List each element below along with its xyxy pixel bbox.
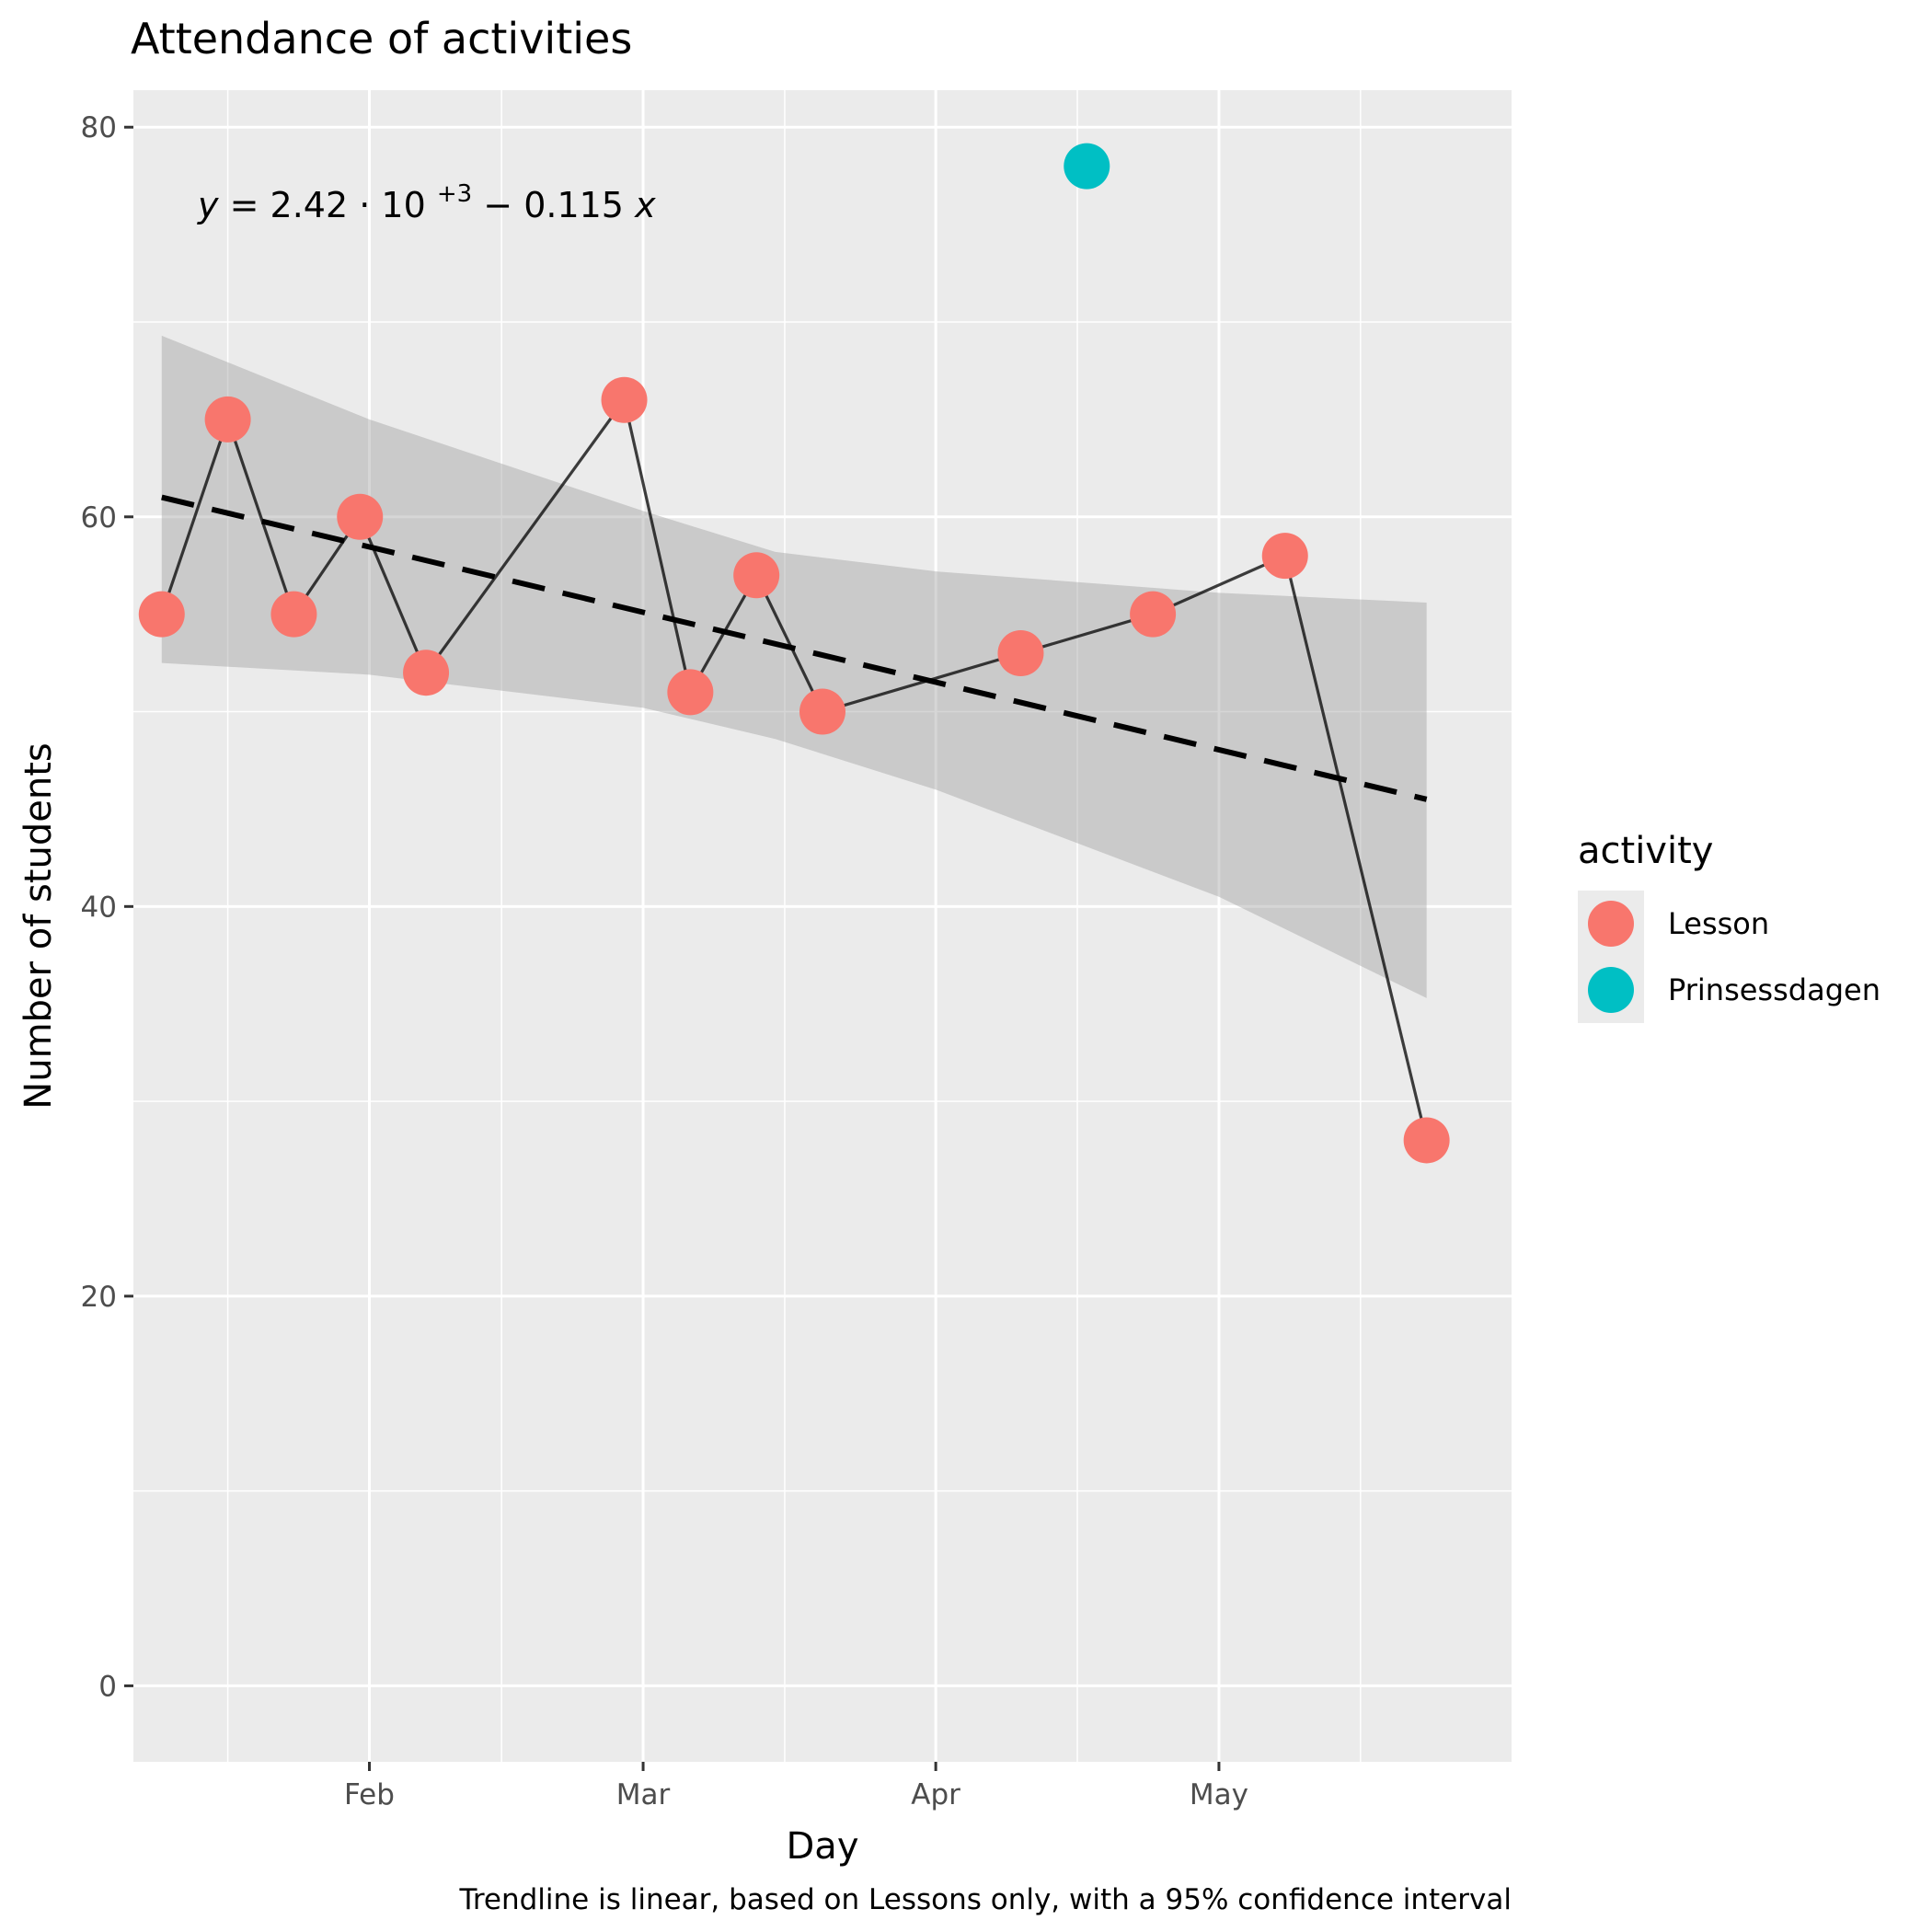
chart-title: Attendance of activities — [131, 14, 632, 63]
series-lines — [160, 398, 1429, 1141]
data-point — [1403, 1117, 1450, 1164]
legend-key — [1588, 967, 1634, 1013]
y-tick-label: 60 — [81, 501, 117, 535]
series-points — [138, 143, 1450, 1164]
eq-base: 10 — [381, 185, 425, 225]
legend: activity Lesson Prinsessdagen — [1578, 830, 1880, 1023]
y-tick-label: 40 — [81, 891, 117, 924]
plot-panel — [133, 90, 1512, 1762]
data-point — [601, 376, 648, 423]
x-tick-label: Mar — [616, 1778, 671, 1811]
x-axis: Feb Mar Apr May — [344, 1762, 1248, 1811]
legend-label: Prinsessdagen — [1668, 972, 1880, 1007]
x-tick-label: Feb — [344, 1778, 395, 1811]
data-point — [733, 552, 780, 599]
series-line-segment — [1152, 554, 1286, 616]
data-point — [270, 591, 317, 638]
data-point — [204, 396, 251, 443]
eq-intercept: 2.42 — [270, 185, 349, 225]
data-point — [1064, 143, 1110, 190]
data-point — [337, 493, 384, 540]
data-point — [997, 630, 1044, 677]
data-point — [667, 669, 714, 716]
chart-caption: Trendline is linear, based on Lessons on… — [458, 1883, 1512, 1916]
legend-key — [1588, 901, 1634, 947]
eq-var: x — [634, 185, 656, 225]
legend-title: activity — [1578, 830, 1713, 872]
series-line-segment — [424, 398, 626, 674]
series-line-segment — [822, 651, 1021, 714]
data-point — [403, 650, 450, 696]
y-tick-label: 0 — [98, 1670, 117, 1703]
y-tick-label: 80 — [81, 111, 117, 144]
y-axis-title: Number of students — [17, 742, 60, 1109]
legend-label: Lesson — [1668, 906, 1769, 941]
eq-exponent: +3 — [437, 180, 472, 208]
series-line-segment — [160, 419, 230, 615]
trend-equation: y = 2.42 · 10 +3 − 0.115 x — [197, 169, 656, 225]
grid-major — [133, 90, 1512, 1762]
x-axis-title: Day — [787, 1825, 859, 1868]
y-tick-label: 20 — [81, 1281, 117, 1314]
data-point — [799, 688, 845, 735]
x-tick-label: May — [1190, 1778, 1248, 1811]
x-tick-label: Apr — [911, 1778, 960, 1811]
series-line-segment — [622, 399, 692, 693]
data-point — [1130, 591, 1177, 638]
data-point — [138, 591, 185, 638]
confidence-band — [161, 335, 1427, 998]
series-line-segment — [358, 516, 428, 673]
series-line-segment — [754, 574, 824, 713]
series-line-segment — [1283, 555, 1429, 1141]
series-line-segment — [226, 419, 295, 615]
data-point — [1261, 533, 1308, 580]
eq-lhs: y — [197, 185, 219, 225]
eq-slope: 0.115 — [523, 185, 624, 225]
y-axis: 0 20 40 60 80 — [81, 111, 133, 1703]
